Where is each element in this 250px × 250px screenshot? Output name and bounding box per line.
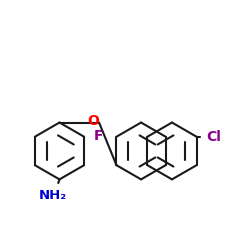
- Text: O: O: [87, 114, 99, 128]
- Text: F: F: [94, 128, 104, 142]
- Text: Cl: Cl: [206, 130, 221, 144]
- Text: NH₂: NH₂: [39, 189, 67, 202]
